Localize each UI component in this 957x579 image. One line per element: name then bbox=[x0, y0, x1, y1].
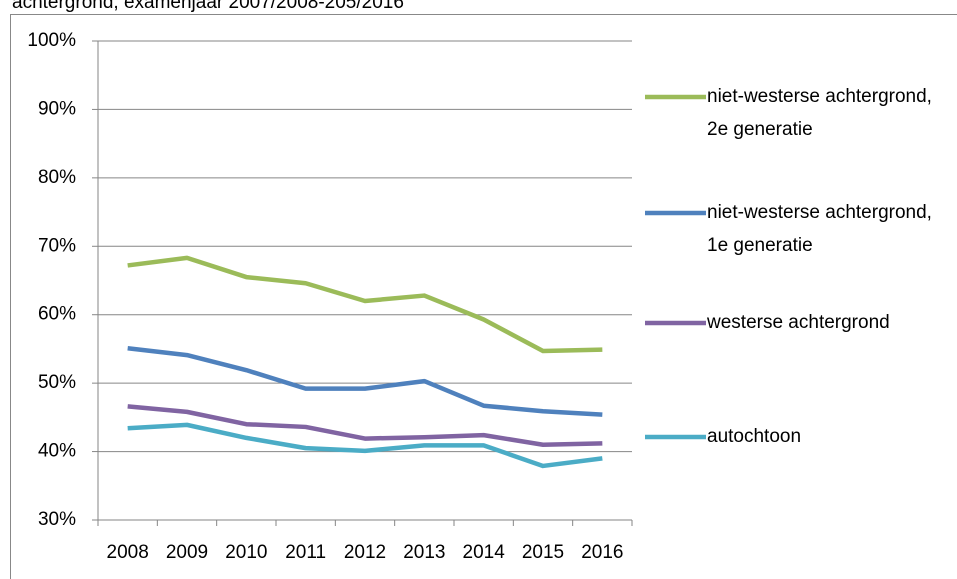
chart-title: achtergrond, examenjaar 2007/2008-205/20… bbox=[12, 0, 404, 13]
x-tick-label: 2010 bbox=[225, 542, 267, 563]
x-tick-label: 2012 bbox=[344, 542, 386, 563]
y-tick-label: 40% bbox=[38, 441, 76, 462]
chart-frame bbox=[10, 14, 957, 579]
x-tick-label: 2016 bbox=[581, 542, 623, 563]
y-tick-label: 100% bbox=[27, 30, 76, 51]
series-line bbox=[127, 255, 603, 354]
x-tick-label: 2011 bbox=[285, 542, 326, 563]
y-tick-label: 50% bbox=[38, 372, 76, 393]
x-tick-label: 2014 bbox=[463, 542, 506, 563]
legend-label: westerse achtergrond bbox=[707, 312, 890, 333]
x-tick-label: 2009 bbox=[166, 542, 208, 563]
y-tick-label: 90% bbox=[38, 98, 76, 119]
legend-label: niet-westerse achtergrond, 2e generatie bbox=[707, 86, 932, 140]
y-tick-label: 30% bbox=[38, 509, 76, 530]
legend-label: autochtoon bbox=[707, 426, 802, 447]
y-tick-label: 70% bbox=[38, 235, 76, 256]
series-line bbox=[127, 346, 603, 417]
legend-label: niet-westerse achtergrond, 1e generatie bbox=[707, 202, 932, 256]
y-tick-label: 80% bbox=[38, 167, 76, 188]
x-tick-label: 2008 bbox=[107, 542, 149, 563]
series-line bbox=[127, 422, 603, 469]
x-tick-label: 2013 bbox=[403, 542, 445, 563]
series-line bbox=[127, 404, 603, 447]
x-tick-label: 2015 bbox=[522, 542, 564, 563]
y-tick-label: 60% bbox=[38, 304, 76, 325]
